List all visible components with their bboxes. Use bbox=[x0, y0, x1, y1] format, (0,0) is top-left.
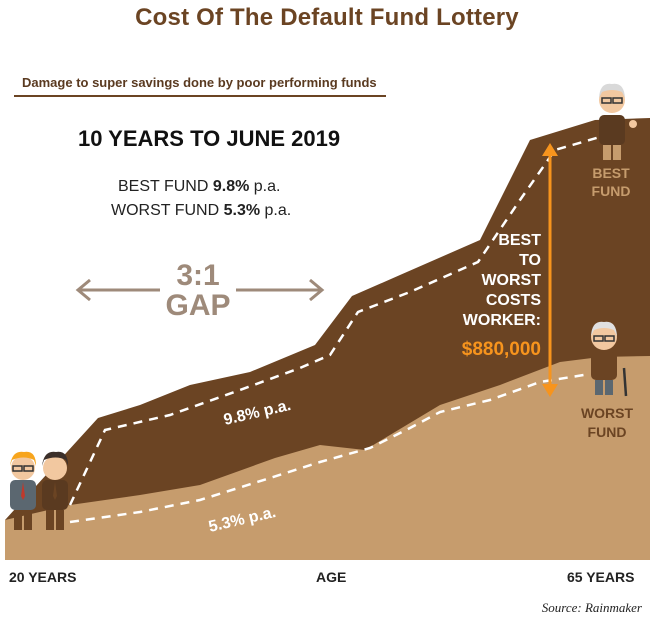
callout-line: WORST bbox=[481, 272, 541, 289]
x-label-start: 20 YEARS bbox=[9, 569, 77, 585]
best-end-label: FUND bbox=[592, 183, 631, 199]
gap-value-arrowhead-top bbox=[542, 143, 558, 156]
gap-value-arrow bbox=[542, 143, 558, 397]
best-fund-rate: BEST FUND 9.8% p.a. bbox=[118, 178, 280, 196]
worst-fund-rate-value: 5.3% bbox=[223, 202, 261, 219]
gap-ratio: 3:1 bbox=[176, 259, 219, 292]
x-label-end: 65 YEARS bbox=[567, 569, 635, 585]
gap-annotation: 3:1 GAP bbox=[75, 259, 325, 322]
worst-fund-area bbox=[5, 356, 650, 560]
worst-end-label: WORST bbox=[581, 405, 634, 421]
gap-word: GAP bbox=[165, 289, 230, 322]
worst-fund-rate: WORST FUND 5.3% p.a. bbox=[111, 202, 291, 220]
callout-line: TO bbox=[519, 252, 541, 269]
worst-fund-retiree-icon bbox=[591, 321, 628, 397]
best-end-label: BEST bbox=[592, 165, 630, 181]
best-fund-rate-name: BEST FUND bbox=[118, 178, 209, 195]
best-fund-retiree-icon bbox=[599, 83, 637, 160]
chart-subtitle: Damage to super savings done by poor per… bbox=[22, 75, 377, 90]
worst-fund-rate-suffix: p.a. bbox=[264, 202, 292, 219]
gap-value-arrowhead-bottom bbox=[542, 384, 558, 397]
x-axis-label: AGE bbox=[316, 569, 347, 585]
source-note: Source: Rainmaker bbox=[541, 600, 642, 615]
callout-line: BEST bbox=[498, 232, 541, 249]
worst-fund-trend-line bbox=[69, 372, 591, 524]
callout-line: WORKER: bbox=[463, 312, 541, 329]
worst-fund-rate-name: WORST FUND bbox=[111, 202, 220, 219]
subtitle-underline bbox=[14, 95, 386, 97]
worst-end-label: FUND bbox=[588, 424, 627, 440]
gap-arrowhead-left bbox=[75, 278, 91, 302]
callout: BEST TO WORST COSTS WORKER: $880,000 bbox=[462, 232, 542, 360]
best-fund-rate-suffix: p.a. bbox=[253, 178, 281, 195]
period-label: 10 YEARS TO JUNE 2019 bbox=[78, 126, 341, 151]
end-labels: BEST FUND WORST FUND bbox=[581, 165, 634, 440]
gap-arrowhead-right bbox=[309, 278, 325, 302]
callout-line: COSTS bbox=[486, 292, 541, 309]
best-fund-rate-value: 9.8% bbox=[212, 178, 250, 195]
callout-amount: $880,000 bbox=[462, 339, 541, 360]
young-workers-icon bbox=[10, 451, 68, 530]
chart-title: Cost Of The Default Fund Lottery bbox=[135, 4, 519, 31]
